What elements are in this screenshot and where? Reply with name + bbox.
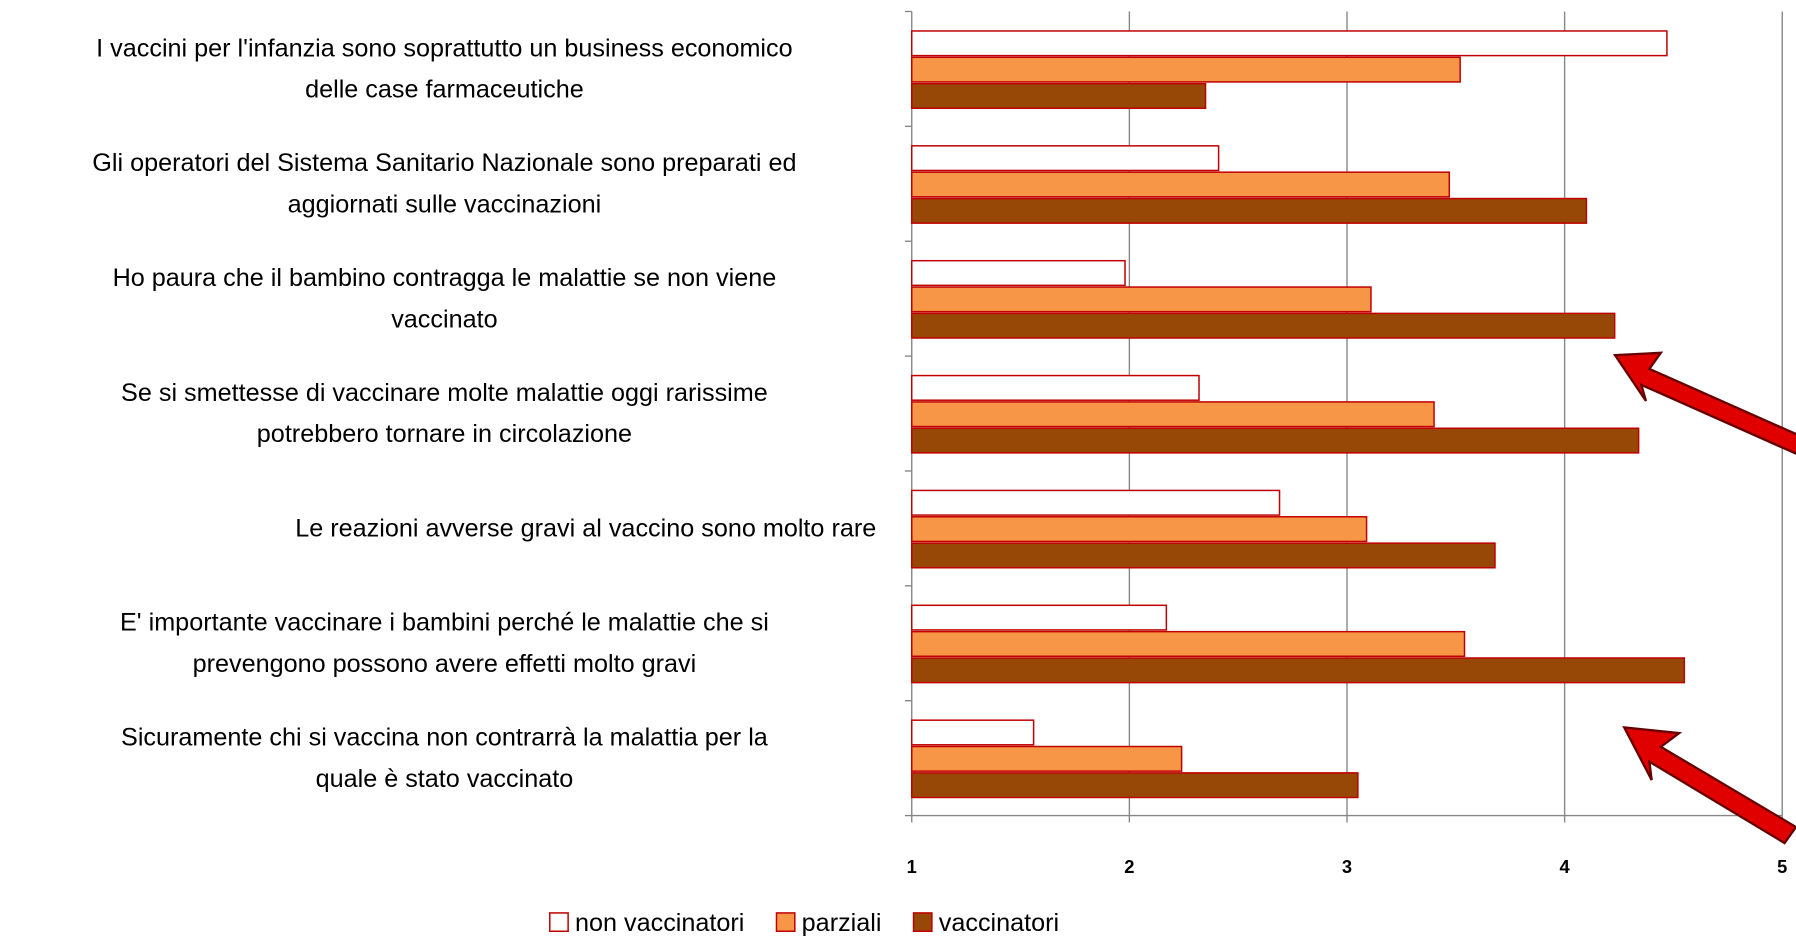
bar [911,56,1461,83]
bar [911,259,1126,287]
arrow [1612,351,1796,455]
legend-item: vaccinatori [912,909,1059,937]
annotation-arrows [1612,351,1796,845]
bar [911,30,1668,57]
bar [911,516,1368,543]
x-tick-label: 2 [1124,856,1134,877]
bar [911,489,1281,516]
bar [911,197,1588,224]
bar [911,719,1035,746]
legend-label: parziali [802,909,882,937]
category-label: Le reazioni avverse gravi al vaccino son… [295,514,876,542]
arrow [1622,726,1796,845]
bar [911,145,1220,172]
legend-swatch [912,912,933,933]
legend-label: non vaccinatori [575,909,744,937]
bar [911,312,1616,339]
legend-swatch [549,912,569,933]
bar [911,427,1640,454]
bar [911,374,1200,401]
bar [911,745,1183,772]
bar [911,657,1686,684]
bar [911,171,1451,198]
legend-item: non vaccinatori [549,909,744,937]
category-label: I vaccini per l'infanzia sono soprattutt… [96,34,792,103]
x-tick-label: 5 [1777,856,1787,877]
bar [911,401,1435,428]
category-label: Gli operatori del Sistema Sanitario Nazi… [92,149,796,218]
bar [911,772,1359,799]
bar [911,286,1372,313]
legend-item: parziali [775,909,882,937]
category-label: Sicuramente chi si vaccina non contrarrà… [121,724,769,793]
bar [911,630,1466,658]
category-label: Se si smettesse di vaccinare molte malat… [121,379,768,448]
category-label: E' importante vaccinare i bambini perché… [120,609,769,678]
x-tick-label: 3 [1342,856,1352,877]
bar [911,82,1207,110]
bar [911,604,1168,631]
category-label: Ho paura che il bambino contragga le mal… [113,264,777,333]
x-tick-label: 4 [1560,856,1571,877]
legend-swatch [775,912,796,933]
x-tick-label: 1 [907,856,917,877]
legend-label: vaccinatori [939,909,1059,937]
bar [911,542,1496,569]
